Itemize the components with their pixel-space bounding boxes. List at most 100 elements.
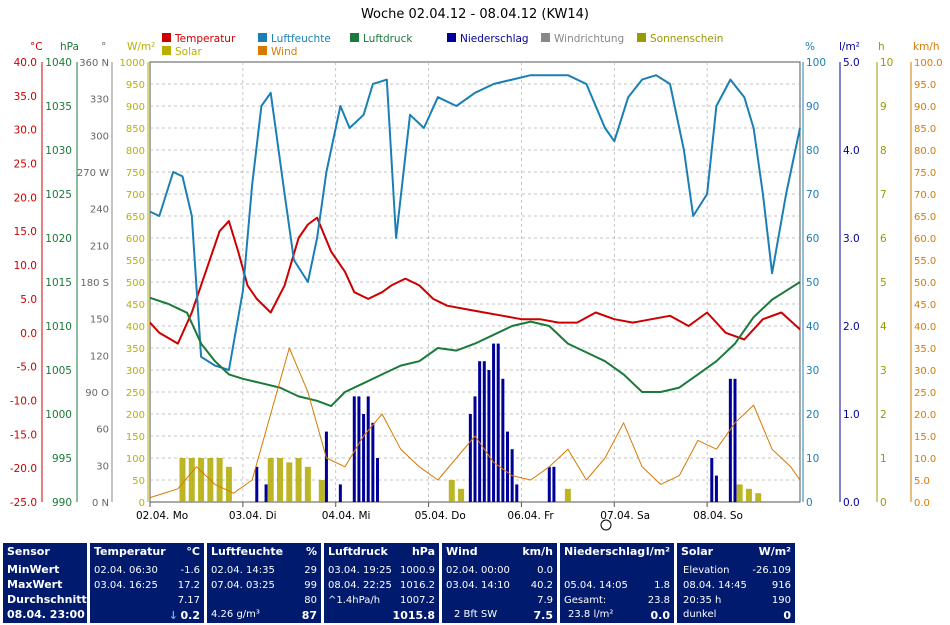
rain-bar	[468, 414, 472, 502]
wind-axis-tick: 60.0	[914, 234, 936, 245]
x-tick-label: 04.04. Mi	[322, 510, 371, 522]
pressure-axis-tick: 1040	[45, 57, 72, 69]
rain-axis-tick: 2.0	[843, 321, 860, 333]
rain-current: 0.0	[650, 609, 671, 622]
press-trend: ^1.4hPa/h	[328, 595, 381, 606]
rain-section: Niederschlag l/m² 05.04. 14:05 1.8 Gesamt:…	[560, 543, 674, 623]
hum-absolute: 4.26 g/m³	[211, 609, 260, 620]
axis-unit-sunshine: h	[878, 41, 885, 53]
legend-label: Luftdruck	[363, 33, 413, 45]
pressure-axis-tick: 1015	[45, 277, 72, 289]
legend-label: Temperatur	[174, 33, 236, 45]
temp-avg: 7.17	[177, 595, 200, 606]
temp-axis-tick: 35.0	[14, 91, 37, 103]
x-tick-label: 06.04. Fr	[507, 510, 554, 522]
temp-axis-tick: 15.0	[14, 226, 37, 238]
legend-swatch	[258, 46, 267, 55]
sunshine-bar	[318, 480, 325, 502]
wind-axis-tick: 70.0	[914, 190, 936, 201]
solar-axis-tick: 800	[126, 146, 145, 157]
temp-axis-tick: 0.0	[20, 328, 37, 340]
rain-bar	[264, 484, 268, 502]
wind-min-value: 0.0	[537, 565, 553, 576]
pressure-axis-tick: 1010	[45, 321, 72, 333]
x-tick-label: 08.04. So	[693, 510, 743, 522]
rain-bar	[506, 431, 509, 502]
solar-axis-tick: 600	[126, 234, 145, 245]
wind-axis-tick: 20.0	[914, 410, 936, 421]
sunshine-bar	[286, 462, 293, 502]
humidity-axis-tick: 0	[806, 497, 813, 509]
rain-bar	[376, 458, 379, 502]
legend-swatch	[541, 33, 550, 42]
wind-current: 7.5	[533, 609, 554, 622]
temp-axis-tick: -5.0	[17, 362, 38, 374]
axis-unit-rain: l/m²	[839, 41, 860, 53]
max-label: MaxWert	[7, 578, 63, 591]
current-time: 08.04. 23:00	[7, 608, 85, 621]
solar-axis-tick: 700	[126, 190, 145, 201]
legend-label: Luftfeuchte	[271, 33, 331, 45]
temperature-unit: °C	[186, 545, 200, 558]
direction-axis-tick: 90 O	[85, 388, 109, 399]
sunshine-bar	[198, 458, 205, 502]
solar-axis-tick: 350	[126, 344, 145, 355]
solar-axis-tick: 100	[126, 454, 145, 465]
wind-axis-tick: 100.0	[914, 58, 943, 69]
legend-swatch	[162, 33, 171, 42]
rain-bar	[255, 466, 259, 502]
pressure-axis-tick: 1005	[45, 365, 72, 377]
pressure-axis-tick: 1000	[45, 409, 72, 421]
solar-axis-tick: 300	[126, 366, 145, 377]
direction-axis-tick: 270 W	[77, 168, 109, 179]
chart-title: Woche 02.04.12 - 08.04.12 (KW14)	[361, 7, 589, 22]
humidity-unit: %	[305, 545, 317, 558]
pressure-axis-tick: 995	[52, 453, 72, 465]
sunshine-bar	[448, 480, 455, 502]
humidity-axis-tick: 20	[806, 409, 819, 421]
temp-axis-tick: 10.0	[14, 260, 37, 272]
legend-label: Niederschlag	[460, 33, 529, 45]
temp-axis-tick: 40.0	[14, 57, 37, 69]
weather-chart: Woche 02.04.12 - 08.04.12 (KW14) Temperat…	[10, 7, 943, 531]
press-max-value: 1016.2	[400, 580, 435, 591]
rain-axis-tick: 5.0	[843, 57, 860, 69]
wind-axis-tick: 35.0	[914, 344, 936, 355]
solar-axis-tick: 850	[126, 124, 145, 135]
solar-axis-tick: 550	[126, 256, 145, 267]
sunshine-bar	[295, 458, 302, 502]
rain-bar	[496, 343, 500, 502]
hum-avg: 80	[304, 595, 317, 606]
solar-axis-tick: 50	[132, 476, 145, 487]
wind-header: Wind	[446, 545, 478, 558]
sunshine-axis-tick: 4	[880, 321, 887, 333]
press-min-time: 03.04. 19:25	[328, 565, 392, 576]
wind-axis-tick: 55.0	[914, 256, 936, 267]
direction-axis-tick: 150	[90, 315, 109, 326]
temp-axis-tick: 5.0	[20, 294, 37, 306]
humidity-section: Luftfeuchte% 02.04. 14:35 29 07.04. 03:25…	[207, 543, 321, 623]
x-tick-label: 02.04. Mo	[136, 510, 188, 522]
rain-bar	[362, 414, 366, 502]
direction-axis-tick: 210	[90, 241, 109, 252]
sunshine-bar	[179, 458, 186, 502]
temp-axis-tick: 20.0	[14, 192, 37, 204]
cursor-marker-icon	[600, 519, 612, 531]
legend-swatch	[350, 33, 359, 42]
wind-axis-tick: 65.0	[914, 212, 936, 223]
wind-axis-tick: 80.0	[914, 146, 936, 157]
sunshine-bar	[736, 484, 743, 502]
legend-swatch	[447, 33, 456, 42]
hum-min-time: 02.04. 14:35	[211, 565, 275, 576]
wind-section: Wind km/h 02.04. 00:00 0.0 03.04. 14:10 40.…	[442, 543, 557, 623]
axis-unit-wind: km/h	[913, 41, 940, 53]
solar-axis-tick: 400	[126, 322, 145, 333]
direction-axis-tick: 0 N	[92, 498, 109, 509]
rain-bar	[357, 396, 361, 502]
direction-axis-tick: 120	[90, 351, 109, 362]
temperature-header: Temperatur	[94, 545, 166, 558]
rain-header: Niederschlag	[564, 545, 646, 558]
wind-avg: 7.9	[537, 595, 553, 606]
trend-down-icon: ↓	[168, 609, 178, 622]
rain-max-time: 05.04. 14:05	[564, 580, 628, 591]
